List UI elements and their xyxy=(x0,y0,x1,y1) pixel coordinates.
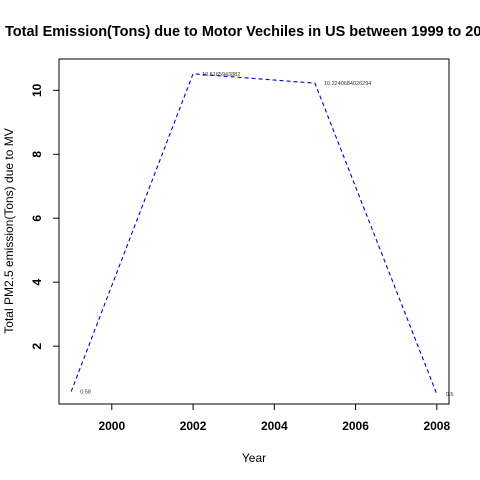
y-tick-label-8: 8 xyxy=(30,151,44,158)
x-tick-label-2004: 2004 xyxy=(261,419,288,433)
y-axis: 2 4 6 8 10 xyxy=(30,83,59,349)
y-tick-label-6: 6 xyxy=(30,215,44,222)
y-tick-label-4: 4 xyxy=(30,279,44,286)
data-label-0: 0.58 xyxy=(80,390,91,396)
x-tick-label-2002: 2002 xyxy=(180,419,207,433)
series-line xyxy=(70,73,438,395)
x-tick-label-2008: 2008 xyxy=(423,419,450,433)
y-tick-label-2: 2 xyxy=(30,342,44,349)
y-tick-label-10: 10 xyxy=(30,83,44,97)
chart-title: Total Emission(Tons) due to Motor Vechil… xyxy=(5,24,480,40)
plot-frame xyxy=(58,58,450,405)
data-labels: 0.58 10.5165943882 10.2240684026294 0.5 xyxy=(80,72,453,398)
x-axis-label: Year xyxy=(242,451,266,465)
data-label-3: 0.5 xyxy=(446,392,454,398)
x-axis: 2000 2002 2004 2006 2008 xyxy=(98,404,450,433)
data-label-1: 10.5165943882 xyxy=(202,72,240,78)
x-tick-label-2006: 2006 xyxy=(342,419,369,433)
y-axis-label: Total PM2.5 emission(Tons) due to MV xyxy=(2,128,16,333)
data-label-2: 10.2240684026294 xyxy=(324,81,371,87)
x-tick-label-2000: 2000 xyxy=(98,419,125,433)
